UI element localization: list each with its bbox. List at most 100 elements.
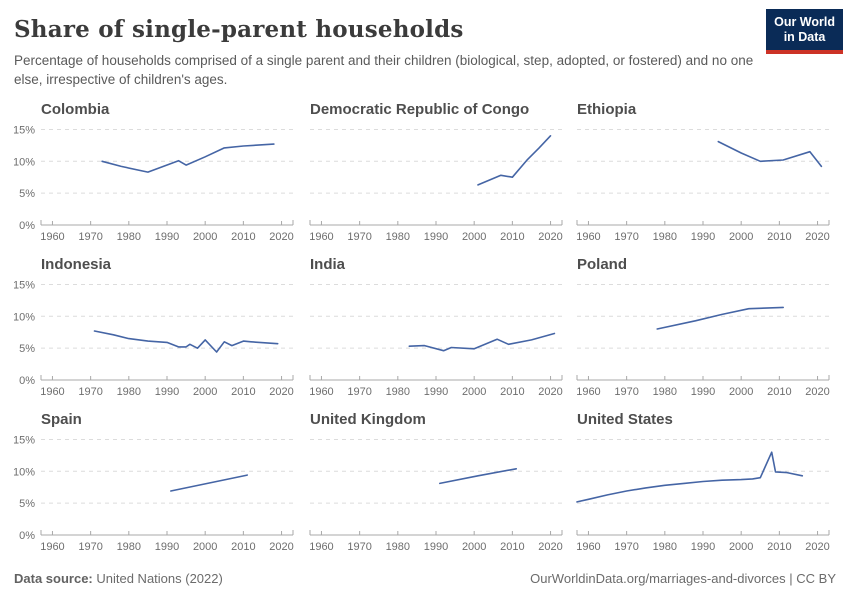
plot-svg: 1960 1970 1980 1990 2000 2010 2020 <box>576 128 830 243</box>
chart-united-states: United States 1960 1970 1980 1990 2000 2010 20… <box>573 411 831 557</box>
x-tick-label: 1990 <box>155 386 179 398</box>
x-tick-label: 2000 <box>462 386 486 398</box>
x-tick-label: 1970 <box>78 231 102 243</box>
x-tick-label: 2020 <box>805 231 829 243</box>
y-tick-label: 0% <box>19 375 35 387</box>
x-tick-label: 1980 <box>653 231 677 243</box>
chart-title: Spain <box>41 410 82 428</box>
x-tick-label: 1970 <box>78 386 102 398</box>
x-tick-label: 1960 <box>576 231 600 243</box>
x-tick-label: 2000 <box>462 231 486 243</box>
x-tick-label: 2020 <box>538 386 562 398</box>
x-tick-label: 1960 <box>309 386 333 398</box>
plot-area: 1960 1970 1980 1990 2000 2010 2020 <box>573 278 831 402</box>
chart-title: Indonesia <box>41 255 112 273</box>
chart-title: United States <box>577 410 673 428</box>
x-tick-label: 2000 <box>193 386 217 398</box>
data-source: Data source: United Nations (2022) <box>14 571 223 586</box>
x-tick-label: 2000 <box>193 541 217 553</box>
x-tick-label: 1980 <box>386 541 410 553</box>
page-title: Share of single-parent households <box>14 16 464 43</box>
x-tick-label: 1990 <box>691 231 715 243</box>
x-tick-label: 2020 <box>805 541 829 553</box>
x-tick-label: 1960 <box>309 541 333 553</box>
data-source-value: United Nations (2022) <box>92 571 223 586</box>
y-tick-label: 5% <box>19 498 35 510</box>
x-tick-label: 1970 <box>614 541 638 553</box>
plot-svg: 0% 5% 10% 15% 1960 1970 1980 1990 2000 2010 2020 <box>14 434 294 553</box>
chart-title: India <box>310 255 346 273</box>
x-tick-label: 1970 <box>614 386 638 398</box>
data-line <box>576 451 804 503</box>
x-tick-label: 2020 <box>805 386 829 398</box>
x-tick-label: 1960 <box>576 541 600 553</box>
x-tick-label: 1990 <box>691 386 715 398</box>
x-tick-label: 1980 <box>653 386 677 398</box>
citation-link: OurWorldinData.org/marriages-and-divorce… <box>530 571 836 586</box>
x-tick-label: 1960 <box>40 541 64 553</box>
chart-title: Democratic Republic of Congo <box>310 100 530 118</box>
x-tick-label: 1970 <box>347 386 371 398</box>
data-line <box>477 134 552 186</box>
x-tick-label: 2020 <box>269 386 293 398</box>
page-subtitle: Percentage of households comprised of a … <box>14 53 754 87</box>
y-tick-label: 0% <box>19 220 35 232</box>
x-tick-label: 2010 <box>767 231 791 243</box>
data-line <box>717 140 823 167</box>
owid-logo-line2: in Data <box>783 29 826 44</box>
data-line <box>93 329 279 353</box>
x-tick-label: 2020 <box>538 541 562 553</box>
plot-svg: 1960 1970 1980 1990 2000 2010 2020 <box>309 128 563 243</box>
x-tick-label: 2010 <box>767 386 791 398</box>
data-line <box>101 143 275 173</box>
x-tick-label: 2000 <box>729 231 753 243</box>
x-tick-label: 1990 <box>424 386 448 398</box>
x-tick-label: 2020 <box>538 231 562 243</box>
y-tick-label: 10% <box>14 466 35 478</box>
chart-poland: Poland 1960 1970 1980 1990 2000 2010 2020 <box>573 256 831 402</box>
x-tick-label: 2010 <box>231 231 255 243</box>
x-tick-label: 1990 <box>691 541 715 553</box>
x-tick-label: 1960 <box>576 386 600 398</box>
chart-title: Ethiopia <box>577 100 637 118</box>
x-tick-label: 2010 <box>231 541 255 553</box>
x-tick-label: 1960 <box>309 231 333 243</box>
x-tick-label: 2000 <box>729 386 753 398</box>
chart-democratic-republic-of-congo: Democratic Republic of Congo 1960 1970 198… <box>306 101 564 247</box>
chart-india: India 1960 1970 1980 1990 2000 2010 2020 <box>306 256 564 402</box>
chart-title: Colombia <box>41 100 110 118</box>
y-tick-label: 5% <box>19 343 35 355</box>
x-tick-label: 1980 <box>117 231 141 243</box>
x-tick-label: 1960 <box>40 386 64 398</box>
plot-area: 1960 1970 1980 1990 2000 2010 2020 <box>573 123 831 247</box>
x-tick-label: 1970 <box>614 231 638 243</box>
data-source-label: Data source: <box>14 571 93 586</box>
x-tick-label: 1980 <box>117 386 141 398</box>
x-tick-label: 2020 <box>269 541 293 553</box>
x-tick-label: 1960 <box>40 231 64 243</box>
plot-svg: 1960 1970 1980 1990 2000 2010 2020 <box>309 283 563 398</box>
x-tick-label: 1990 <box>424 541 448 553</box>
x-tick-label: 1970 <box>347 231 371 243</box>
y-tick-label: 5% <box>19 188 35 200</box>
owid-logo-line1: Our World <box>774 15 835 29</box>
chart-header: Share of single-parent households Percen… <box>0 0 850 90</box>
data-line <box>439 467 517 484</box>
chart-united-kingdom: United Kingdom 1960 1970 1980 1990 2000 2010 2… <box>306 411 564 557</box>
chart-ethiopia: Ethiopia 1960 1970 1980 1990 2000 2010 2020 <box>573 101 831 247</box>
x-tick-label: 2010 <box>500 231 524 243</box>
plot-svg: 1960 1970 1980 1990 2000 2010 2020 <box>576 283 830 398</box>
y-tick-label: 15% <box>14 279 35 291</box>
plot-svg: 1960 1970 1980 1990 2000 2010 2020 <box>309 438 563 553</box>
y-tick-label: 15% <box>14 124 35 136</box>
plot-area: 0% 5% 10% 15% 1960 1970 1980 1990 2000 2010 2020 <box>14 123 297 247</box>
x-tick-label: 1980 <box>117 541 141 553</box>
data-line <box>170 474 248 492</box>
y-tick-label: 10% <box>14 156 35 168</box>
plot-area: 0% 5% 10% 15% 1960 1970 1980 1990 2000 2010 2020 <box>14 433 297 557</box>
plot-svg: 0% 5% 10% 15% 1960 1970 1980 1990 2000 2010 2020 <box>14 279 294 398</box>
x-tick-label: 2010 <box>231 386 255 398</box>
plot-area: 0% 5% 10% 15% 1960 1970 1980 1990 2000 2010 2020 <box>14 278 297 402</box>
y-tick-label: 15% <box>14 434 35 446</box>
x-tick-label: 2000 <box>193 231 217 243</box>
